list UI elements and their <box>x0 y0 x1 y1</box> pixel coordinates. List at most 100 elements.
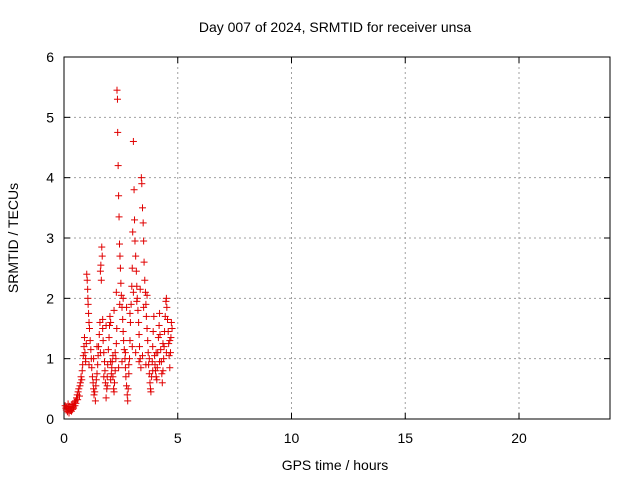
data-point <box>116 240 124 248</box>
data-point <box>116 300 124 308</box>
data-point <box>98 252 106 260</box>
data-point <box>128 264 136 272</box>
data-point <box>126 355 134 363</box>
data-points <box>61 86 176 417</box>
data-point <box>133 282 141 290</box>
data-point <box>103 382 111 390</box>
data-point <box>135 331 143 339</box>
data-point <box>142 361 150 369</box>
data-point <box>124 397 132 405</box>
y-tick-label: 6 <box>46 49 54 65</box>
data-point <box>125 370 133 378</box>
data-point <box>135 318 143 326</box>
data-point <box>138 180 146 188</box>
data-point <box>102 321 110 329</box>
data-point <box>116 264 124 272</box>
data-point <box>129 228 137 236</box>
data-point <box>107 318 115 326</box>
data-point <box>151 352 159 360</box>
data-point <box>94 361 102 369</box>
data-point <box>88 373 96 381</box>
data-point <box>108 364 116 372</box>
data-point <box>137 174 145 182</box>
data-point <box>63 408 71 416</box>
data-point <box>132 349 140 357</box>
data-point <box>144 337 152 345</box>
data-point <box>116 252 124 260</box>
x-tick-label: 0 <box>60 430 68 446</box>
data-point <box>115 192 123 200</box>
data-point <box>167 334 175 342</box>
data-point <box>121 349 129 357</box>
data-point <box>135 358 143 366</box>
x-tick-label: 20 <box>511 430 527 446</box>
data-point <box>137 364 145 372</box>
data-point <box>129 137 137 145</box>
data-point <box>168 325 176 332</box>
data-point <box>74 388 82 396</box>
data-point <box>134 306 142 314</box>
data-point <box>166 337 174 345</box>
y-tick-label: 5 <box>46 109 54 125</box>
data-point <box>141 288 149 296</box>
data-point <box>96 349 104 357</box>
data-point <box>95 331 103 339</box>
data-point <box>132 267 140 275</box>
data-point <box>117 279 125 287</box>
data-point <box>126 309 134 317</box>
data-point <box>118 358 126 366</box>
data-point <box>80 334 88 342</box>
data-point <box>143 325 151 332</box>
y-tick-labels: 0 1 2 3 4 5 6 <box>46 49 54 427</box>
data-point <box>90 355 98 363</box>
data-point <box>75 392 83 400</box>
data-point <box>131 237 139 245</box>
data-point <box>159 367 167 375</box>
data-point <box>85 361 93 369</box>
data-point <box>111 367 119 375</box>
data-point <box>158 379 166 387</box>
data-point <box>123 303 131 311</box>
data-point <box>153 376 161 384</box>
y-tick-label: 1 <box>46 351 54 367</box>
data-point <box>106 312 114 320</box>
data-point <box>156 358 164 366</box>
data-point <box>156 309 164 317</box>
data-point <box>156 331 164 339</box>
data-point <box>86 337 94 345</box>
data-point <box>139 219 147 227</box>
data-point <box>142 312 150 320</box>
data-point <box>90 391 98 399</box>
data-point <box>101 379 109 387</box>
data-point <box>112 340 120 348</box>
data-point <box>84 285 92 293</box>
x-tick-labels: 0 5 10 15 20 <box>60 430 527 446</box>
data-point <box>92 376 100 384</box>
data-point <box>76 379 84 387</box>
data-point <box>99 337 107 345</box>
data-point <box>122 373 130 381</box>
data-point <box>75 385 83 393</box>
data-point <box>100 373 108 381</box>
data-point <box>154 334 162 342</box>
data-point <box>157 346 165 354</box>
data-point <box>97 276 105 284</box>
data-point <box>145 355 153 363</box>
data-point <box>117 291 125 299</box>
data-point <box>120 346 128 354</box>
data-point <box>131 216 139 224</box>
x-tick-label: 15 <box>397 430 413 446</box>
data-point <box>85 325 93 332</box>
data-point <box>126 337 134 345</box>
plot-frame <box>63 56 611 420</box>
data-point <box>160 355 168 363</box>
data-point <box>91 397 99 405</box>
y-tick-label: 0 <box>46 411 54 427</box>
data-point <box>83 270 91 278</box>
data-point <box>119 328 127 336</box>
data-point <box>120 337 128 345</box>
data-point <box>158 370 166 378</box>
data-point <box>160 343 168 351</box>
data-point <box>136 285 144 293</box>
